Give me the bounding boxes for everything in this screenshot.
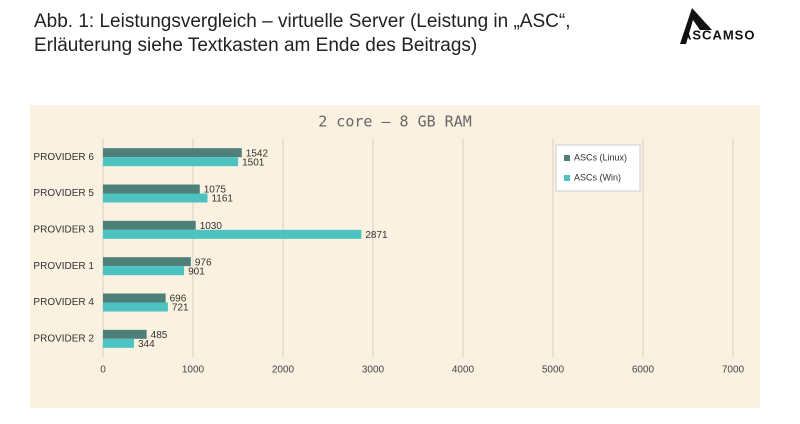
- x-tick-label: 4000: [452, 365, 475, 376]
- logo-mark: [680, 8, 712, 44]
- value-label: 2871: [365, 230, 388, 241]
- value-label: 696: [170, 294, 187, 305]
- category-label: PROVIDER 5: [33, 188, 94, 199]
- bar: [103, 329, 147, 339]
- heading-line: Abb. 1: Leistungsvergleich – virtuelle S…: [34, 11, 570, 32]
- value-label: 1542: [246, 148, 269, 159]
- value-label: 1075: [204, 185, 227, 196]
- x-tick-label: 7000: [722, 365, 745, 376]
- category-label: PROVIDER 2: [33, 333, 94, 344]
- value-label: 485: [151, 330, 168, 341]
- x-tick-label: 5000: [542, 365, 565, 376]
- bar: [103, 193, 208, 203]
- chart-title: 2 core – 8 GB RAM: [318, 113, 472, 131]
- value-label: 1161: [211, 194, 233, 205]
- legend-box: [555, 144, 641, 192]
- bar: [103, 157, 239, 167]
- bar: [103, 257, 191, 267]
- bar: [103, 220, 196, 230]
- value-label: 976: [195, 257, 212, 268]
- value-label: 901: [188, 266, 205, 277]
- bar: [103, 266, 185, 276]
- bar: [103, 148, 242, 158]
- legend-label: ASCs (Linux): [574, 152, 627, 162]
- legend-label: ASCs (Win): [574, 172, 621, 182]
- legend-swatch: [564, 175, 570, 181]
- bar: [103, 184, 200, 194]
- bar: [103, 338, 134, 348]
- bar: [103, 229, 362, 239]
- category-label: PROVIDER 3: [33, 224, 94, 235]
- legend-swatch: [564, 155, 570, 161]
- logo-text: ASCAMSO: [682, 27, 755, 42]
- x-tick-label: 3000: [362, 365, 385, 376]
- value-label: 1501: [242, 157, 265, 168]
- bar: [103, 293, 166, 303]
- value-label: 721: [172, 303, 189, 314]
- x-tick-label: 1000: [182, 365, 205, 376]
- category-label: PROVIDER 1: [33, 261, 94, 272]
- bar: [103, 302, 168, 312]
- value-label: 344: [138, 339, 155, 350]
- heading-line: Erläuterung siehe Textkasten am Ende des…: [34, 35, 477, 56]
- x-tick-label: 6000: [632, 365, 655, 376]
- x-tick-label: 0: [100, 365, 106, 376]
- value-label: 1030: [200, 221, 223, 232]
- category-label: PROVIDER 4: [33, 297, 94, 308]
- category-label: PROVIDER 6: [33, 152, 94, 163]
- x-tick-label: 2000: [272, 365, 295, 376]
